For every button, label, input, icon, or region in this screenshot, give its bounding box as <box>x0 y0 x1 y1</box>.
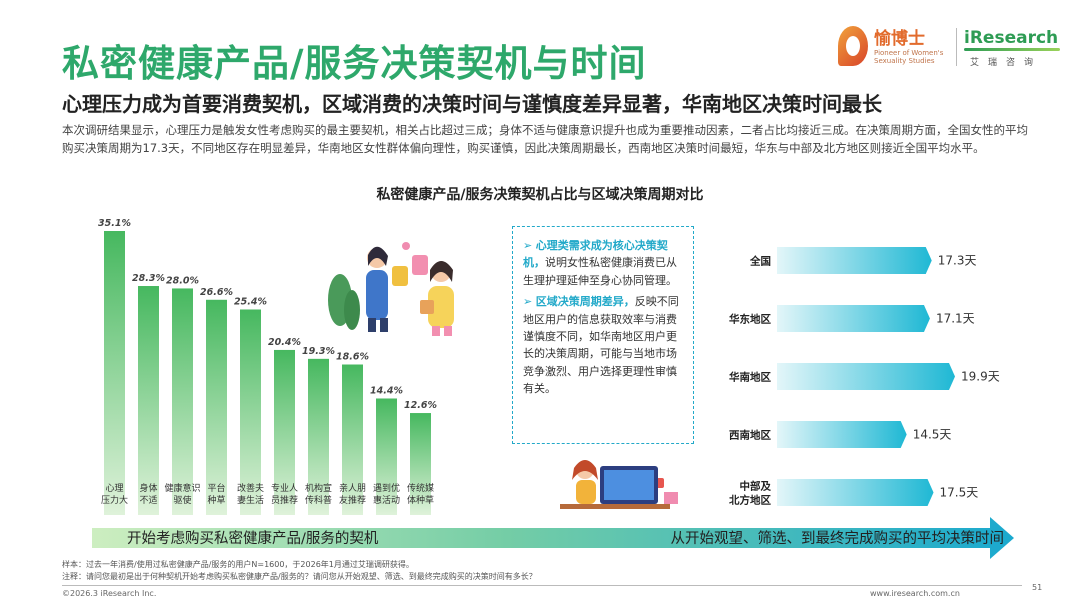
trigger-bar-category: 遇到优 <box>373 482 400 494</box>
trigger-bar-value: 12.6% <box>404 400 437 411</box>
region-bar-label: 华南地区 <box>729 371 771 384</box>
region-bar-label: 北方地区 <box>729 494 771 507</box>
intro-paragraph: 本次调研结果显示，心理压力是触发女性考虑购买的最主要契机，相关占比超过三成；身体… <box>62 123 1028 155</box>
trigger-bar-value: 25.4% <box>234 296 267 307</box>
women-illustration <box>328 242 454 336</box>
trigger-bar-category: 平台 <box>207 482 225 494</box>
insight-1-body: 说明女性私密健康消费已从生理护理延伸至身心协同管理。 <box>523 256 677 287</box>
trigger-bar-category: 惠活动 <box>373 494 400 506</box>
trigger-bar-value: 26.6% <box>200 287 233 298</box>
trigger-bar <box>342 364 363 515</box>
trigger-bar-value: 35.1% <box>98 218 131 229</box>
trigger-bar-category: 健康意识 <box>164 482 200 494</box>
region-bar-value: 19.9天 <box>961 370 1000 384</box>
region-bar-label: 华东地区 <box>729 313 771 326</box>
trigger-bar <box>376 398 397 515</box>
region-bar <box>777 363 955 390</box>
arrow-label-left: 开始考虑购买私密健康产品/服务的契机 <box>127 530 379 547</box>
trigger-bar-category: 种草 <box>207 494 225 506</box>
trigger-bar-category: 友推荐 <box>339 494 366 506</box>
copyright: ©2026.3 iResearch Inc. <box>62 589 157 598</box>
trigger-bar <box>172 288 193 515</box>
trigger-bar-category: 压力大 <box>101 494 128 506</box>
iresearch-logo-name: iResearch <box>964 28 1059 48</box>
yuboshi-logo: 愉博士 Pioneer of Women's Sexuality Studies <box>832 18 950 74</box>
region-bar-label: 中部及 <box>740 480 772 493</box>
desk-illustration <box>560 460 678 509</box>
iresearch-logo: iResearch 艾瑞咨询 <box>964 22 1062 74</box>
yuboshi-logo-tagline: Pioneer of Women's Sexuality Studies <box>874 49 944 65</box>
trigger-bar-category: 体种草 <box>407 494 434 506</box>
trigger-bar-value: 28.0% <box>166 275 199 286</box>
region-bar <box>777 247 932 274</box>
page-number: 51 <box>1032 583 1043 592</box>
trigger-bar-value: 14.4% <box>370 385 403 396</box>
insight-1-head: 心理类需求成为核心决策契机， <box>523 239 668 270</box>
trigger-bar-category: 专业人 <box>271 482 298 494</box>
question-note: 注释：请问您最初是出于何种契机开始考虑购买私密健康产品/服务的？请问您从开始观望… <box>62 572 537 581</box>
insight-callout: ➢ 心理类需求成为核心决策契机，说明女性私密健康消费已从生理护理延伸至身心协同管… <box>512 226 694 444</box>
region-bar-label: 西南地区 <box>729 429 771 442</box>
flow-arrow <box>92 517 1014 559</box>
trigger-bar-value: 28.3% <box>132 273 165 284</box>
region-bar-chart: 17.3天 全国 17.1天 华东地区 19.9天 华南地区 14.5天 西南地区 17.5天 中… <box>729 247 1000 507</box>
trigger-bar-category: 不适 <box>139 495 157 506</box>
trigger-bar-category: 身体 <box>139 482 157 494</box>
chart-title: 私密健康产品/服务决策契机占比与区域决策周期对比 <box>376 187 704 203</box>
yuboshi-logo-name: 愉博士 <box>874 29 925 49</box>
insight-bullet-1: ➢ 心理类需求成为核心决策契机，说明女性私密健康消费已从生理护理延伸至身心协同管… <box>523 237 685 289</box>
region-bar <box>777 421 907 448</box>
region-bar-label: 全国 <box>749 255 771 268</box>
trigger-bar-value: 20.4% <box>268 337 301 348</box>
footer-divider <box>62 585 1022 586</box>
trigger-bar-category: 传统媒 <box>407 482 434 494</box>
iresearch-swoosh-icon <box>964 48 1060 51</box>
trigger-bar-category: 改善夫 <box>237 482 264 494</box>
trigger-bar-category: 员推荐 <box>271 494 298 506</box>
page-subtitle: 心理压力成为首要消费契机，区域消费的决策时间与谨慎度差异显著，华南地区决策时间最… <box>62 92 882 116</box>
logo-area: 愉博士 Pioneer of Women's Sexuality Studies… <box>832 18 1062 74</box>
bullet-arrow-icon: ➢ <box>523 295 533 309</box>
page-title: 私密健康产品/服务决策契机与时间 <box>62 42 647 85</box>
region-bar <box>777 305 930 332</box>
trigger-bar-category: 心理 <box>105 483 123 494</box>
region-bar-value: 14.5天 <box>913 428 952 442</box>
trigger-bar <box>206 299 227 515</box>
region-bar <box>777 479 934 506</box>
trigger-bar-category: 传科普 <box>305 494 332 506</box>
region-bar-value: 17.3天 <box>938 254 977 268</box>
trigger-bar-value: 18.6% <box>336 352 369 363</box>
insight-2-head: 区域决策周期差异， <box>535 295 635 309</box>
trigger-bar <box>240 309 261 515</box>
insight-2-body: 反映不同地区用户的信息获取效率与消费谨慎度不同，如华南地区用户更长的决策周期，可… <box>523 295 679 396</box>
trigger-bar <box>410 413 431 515</box>
trigger-bar <box>274 349 295 515</box>
trigger-bar <box>308 358 329 515</box>
region-bar-value: 17.5天 <box>940 486 979 500</box>
trigger-bar <box>104 231 125 515</box>
trigger-bar-category: 妻生活 <box>237 494 264 506</box>
iresearch-logo-cn: 艾瑞咨询 <box>970 58 1043 68</box>
arrow-label-right: 从开始观望、筛选、到最终完成购买的平均决策时间 <box>671 530 1005 547</box>
trigger-bar-category: 驱使 <box>173 494 191 506</box>
insight-bullet-2: ➢ 区域决策周期差异，反映不同地区用户的信息获取效率与消费谨慎度不同，如华南地区… <box>523 293 685 397</box>
website: www.iresearch.com.cn <box>870 589 960 598</box>
sample-note: 样本：过去一年消费/使用过私密健康产品/服务的用户N=1600，于2026年1月… <box>62 560 414 569</box>
trigger-bar-category: 亲人朋 <box>339 482 366 494</box>
region-bar-value: 17.1天 <box>936 312 975 326</box>
trigger-bar <box>138 286 159 515</box>
trigger-bar-value: 19.3% <box>302 346 335 357</box>
logo-divider <box>956 28 957 66</box>
trigger-bar-category: 机构宣 <box>305 482 332 494</box>
bullet-arrow-icon: ➢ <box>523 239 533 252</box>
